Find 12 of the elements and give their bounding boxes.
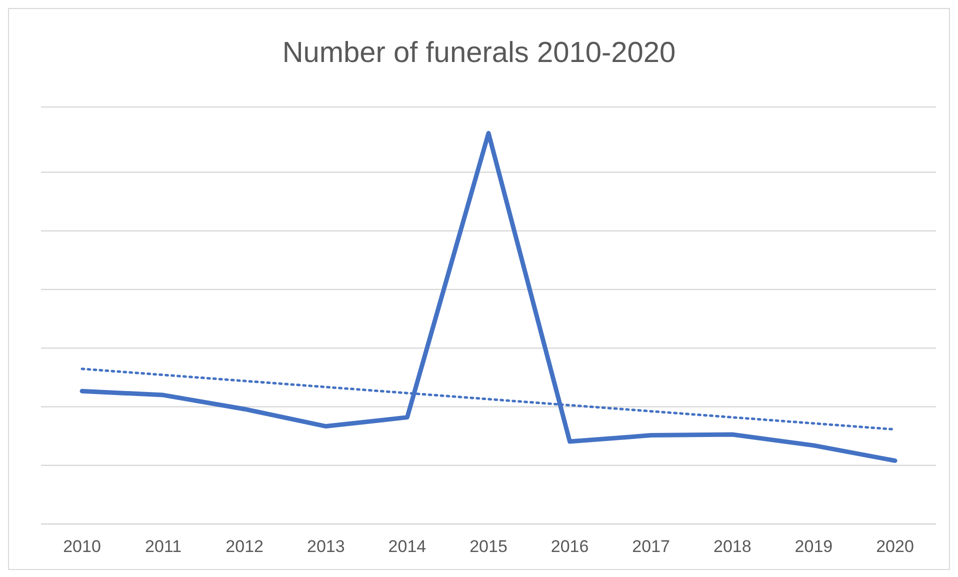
x-tick-label: 2016 xyxy=(550,537,589,556)
x-tick-label: 2012 xyxy=(226,537,264,556)
x-tick-label: 2017 xyxy=(632,537,670,556)
x-tick-label: 2018 xyxy=(713,537,752,556)
x-tick-label: 2015 xyxy=(470,537,508,556)
x-tick-label: 2010 xyxy=(63,537,101,556)
x-tick-label: 2019 xyxy=(794,537,833,556)
x-tick-label: 2020 xyxy=(876,537,914,556)
x-tick-label: 2013 xyxy=(306,537,345,556)
x-tick-label: 2014 xyxy=(388,537,426,556)
x-tick-label: 2011 xyxy=(145,537,182,556)
chart-title: Number of funerals 2010-2020 xyxy=(281,37,677,70)
